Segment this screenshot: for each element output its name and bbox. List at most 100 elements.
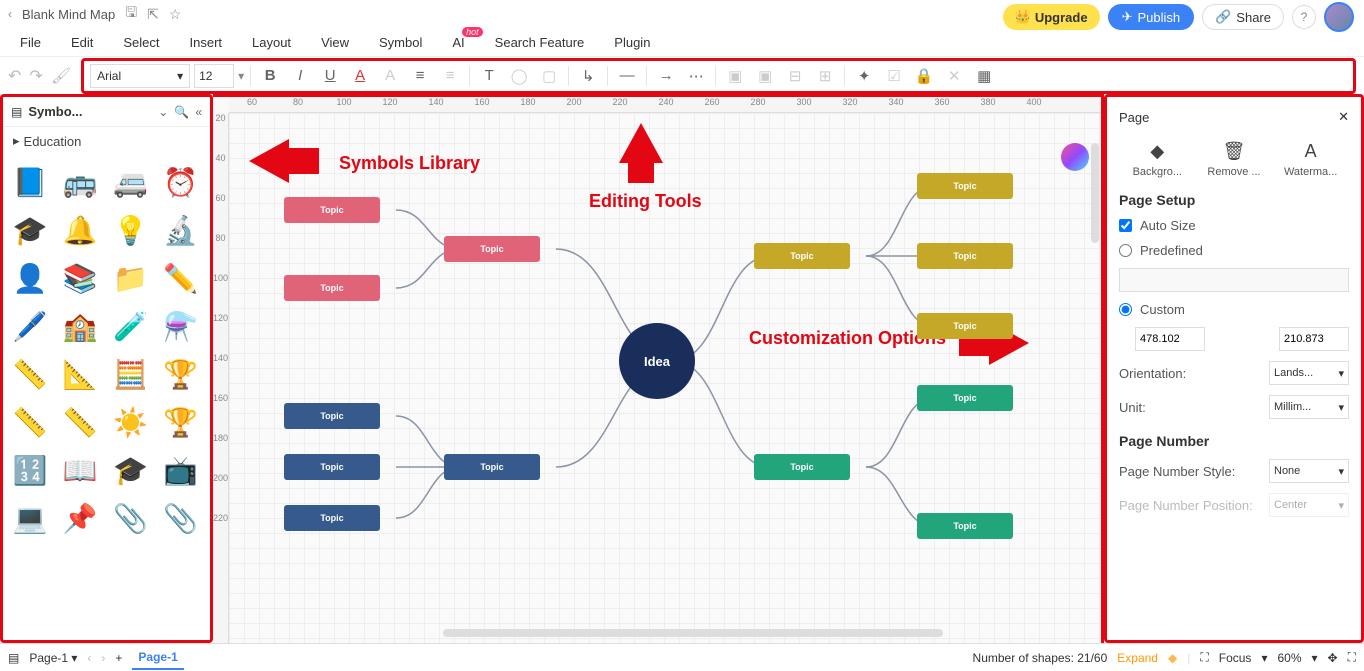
zoom-dropdown-icon[interactable]: ▾ (1312, 651, 1318, 665)
fill-icon[interactable]: ◯ (506, 63, 532, 89)
menu-layout[interactable]: Layout (252, 35, 291, 50)
collapse-icon[interactable]: « (195, 105, 202, 119)
symbol-item[interactable]: 📐 (59, 353, 101, 395)
menu-insert[interactable]: Insert (190, 35, 223, 50)
bold-icon[interactable]: B (257, 63, 283, 89)
page-tab[interactable]: Page-1 (132, 646, 183, 670)
save-icon[interactable]: 🖫 (125, 2, 137, 26)
idea-node[interactable]: Idea (619, 323, 695, 399)
tools-icon[interactable]: ✕ (941, 63, 967, 89)
menu-select[interactable]: Select (123, 35, 159, 50)
topic-node[interactable]: Topic (917, 173, 1013, 199)
focus-label[interactable]: Focus (1219, 651, 1252, 665)
highlight-icon[interactable]: A (377, 63, 403, 89)
avatar[interactable] (1324, 2, 1354, 32)
predefined-radio[interactable] (1119, 244, 1132, 257)
symbol-item[interactable]: 📺 (160, 449, 202, 491)
next-page-icon[interactable]: › (101, 651, 105, 665)
symbol-item[interactable]: 🔢 (9, 449, 51, 491)
width-input[interactable] (1135, 327, 1205, 351)
prev-page-icon[interactable]: ‹ (87, 651, 91, 665)
group-icon[interactable]: ⊞ (812, 63, 838, 89)
topic-node[interactable]: Topic (284, 454, 380, 480)
topic-node[interactable]: Topic (754, 243, 850, 269)
symbol-item[interactable]: 🚌 (59, 161, 101, 203)
tab-watermark[interactable]: AWaterma... (1276, 141, 1346, 178)
diamond-icon[interactable]: ◆ (1168, 651, 1177, 665)
align-icon[interactable]: ⊟ (782, 63, 808, 89)
arrow-icon[interactable]: → (653, 63, 679, 89)
back-icon[interactable]: ‹ (8, 7, 12, 21)
shape-icon[interactable]: ▢ (536, 63, 562, 89)
symbol-item[interactable]: 👤 (9, 257, 51, 299)
symbol-item[interactable]: 🔔 (59, 209, 101, 251)
brush-icon[interactable]: 🖌 (51, 66, 71, 86)
pn-pos-select[interactable]: Center▾ (1269, 493, 1349, 517)
canvas[interactable]: Symbols Library Editing Tools Customizat… (229, 113, 1101, 643)
align-left-icon[interactable]: ≡ (407, 63, 433, 89)
symbol-item[interactable]: 📌 (59, 497, 101, 539)
pn-style-select[interactable]: None▾ (1269, 459, 1349, 483)
category-education[interactable]: ▸ Education (3, 127, 210, 155)
align-center-icon[interactable]: ≡ (437, 63, 463, 89)
topic-node[interactable]: Topic (917, 243, 1013, 269)
symbol-item[interactable]: 🏫 (59, 305, 101, 347)
pan-icon[interactable]: ✥ (1328, 651, 1338, 665)
symbol-item[interactable]: 🏆 (160, 401, 202, 443)
undo-icon[interactable]: ↶ (8, 66, 21, 86)
topic-node[interactable]: Topic (754, 454, 850, 480)
publish-button[interactable]: ✈ Publish (1108, 4, 1195, 30)
fullscreen-icon[interactable]: ⛶ (1348, 650, 1356, 665)
symbol-item[interactable]: 🚐 (110, 161, 152, 203)
unit-select[interactable]: Millim...▾ (1269, 395, 1349, 419)
share-button[interactable]: 🔗 Share (1202, 4, 1284, 30)
zoom-value[interactable]: 60% (1277, 651, 1301, 665)
symbol-item[interactable]: 📁 (110, 257, 152, 299)
menu-search[interactable]: Search Feature (495, 35, 585, 50)
layer-back-icon[interactable]: ▣ (722, 63, 748, 89)
font-select[interactable]: Arial▾ (90, 64, 190, 88)
symbol-item[interactable]: ⏰ (160, 161, 202, 203)
topic-node[interactable]: Topic (284, 197, 380, 223)
symbol-item[interactable]: 🧮 (110, 353, 152, 395)
auto-size-checkbox[interactable] (1119, 219, 1132, 232)
topic-node[interactable]: Topic (917, 385, 1013, 411)
symbol-item[interactable]: 📎 (160, 497, 202, 539)
add-page-icon[interactable]: + (115, 651, 122, 665)
text-tool-icon[interactable]: T (476, 63, 502, 89)
symbol-item[interactable]: 📏 (9, 401, 51, 443)
search-icon[interactable]: 🔍 (174, 105, 189, 119)
custom-radio[interactable] (1119, 303, 1132, 316)
menu-edit[interactable]: Edit (71, 35, 93, 50)
upgrade-button[interactable]: 👑 Upgrade (1003, 4, 1100, 30)
symbol-item[interactable]: ☀️ (110, 401, 152, 443)
scrollbar-horizontal[interactable] (443, 629, 943, 637)
redo-icon[interactable]: ↷ (29, 66, 42, 86)
topic-node[interactable]: Topic (284, 275, 380, 301)
symbol-item[interactable]: 🧪 (110, 305, 152, 347)
line-style-icon[interactable]: — (614, 63, 640, 89)
page-dropdown[interactable]: Page-1 ▾ (29, 651, 77, 665)
close-icon[interactable]: ✕ (1338, 109, 1349, 125)
effects-icon[interactable]: ✦ (851, 63, 877, 89)
symbol-item[interactable]: ⚗️ (160, 305, 202, 347)
text-color-icon[interactable]: A (347, 63, 373, 89)
focus-dropdown-icon[interactable]: ▾ (1261, 651, 1267, 665)
symbol-item[interactable]: 📏 (9, 353, 51, 395)
predefined-select[interactable] (1119, 268, 1349, 292)
topic-node[interactable]: Topic (444, 454, 540, 480)
orientation-select[interactable]: Lands...▾ (1269, 361, 1349, 385)
fit-icon[interactable]: ⛶ (1200, 650, 1208, 665)
menu-ai[interactable]: AIhot (452, 35, 464, 50)
menu-symbol[interactable]: Symbol (379, 35, 422, 50)
symbol-item[interactable]: 💻 (9, 497, 51, 539)
export-icon[interactable]: ⇱ (147, 6, 159, 23)
star-icon[interactable]: ☆ (169, 6, 182, 23)
topic-node[interactable]: Topic (917, 313, 1013, 339)
topic-node[interactable]: Topic (284, 403, 380, 429)
symbol-item[interactable]: 🖊️ (9, 305, 51, 347)
menu-view[interactable]: View (321, 35, 349, 50)
expand-link[interactable]: Expand (1117, 651, 1158, 665)
symbol-item[interactable]: 📏 (59, 401, 101, 443)
underline-icon[interactable]: U (317, 63, 343, 89)
